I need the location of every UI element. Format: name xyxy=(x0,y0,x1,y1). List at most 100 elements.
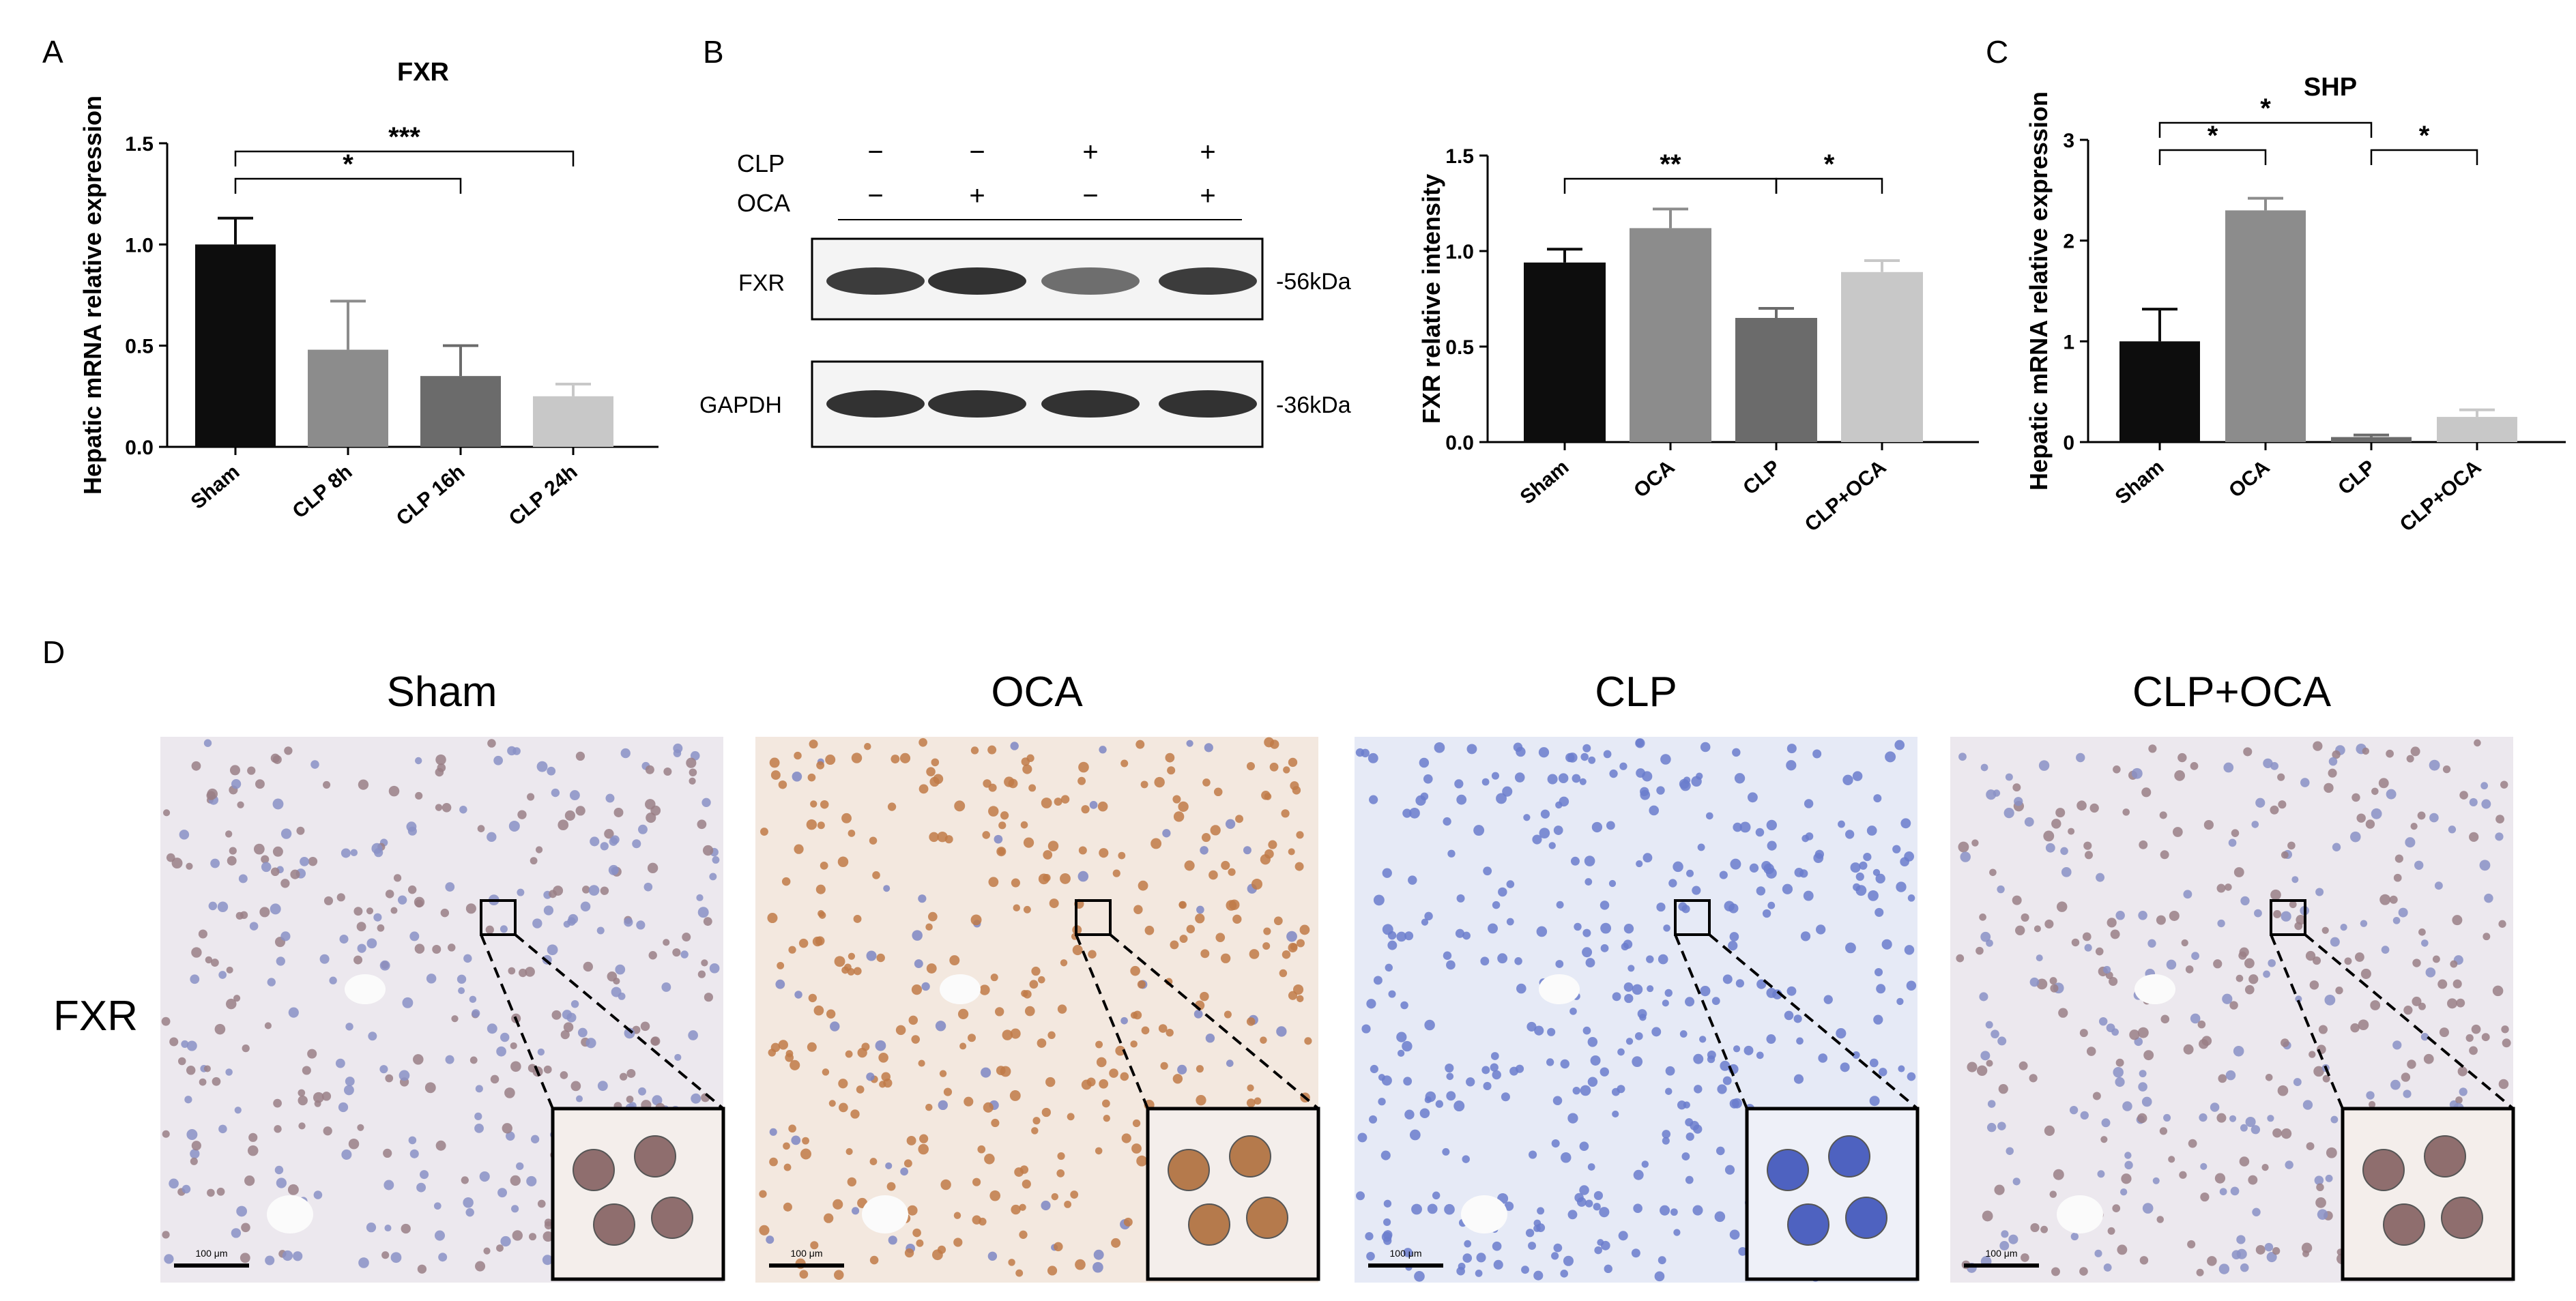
nucleus xyxy=(798,938,809,948)
nucleus xyxy=(1490,1052,1499,1060)
nucleus xyxy=(1874,968,1883,977)
nucleus xyxy=(339,935,349,944)
nucleus xyxy=(2251,1125,2261,1135)
nucleus xyxy=(1086,1077,1096,1087)
nucleus xyxy=(1060,795,1070,804)
nucleus xyxy=(1587,1077,1598,1087)
nucleus xyxy=(393,874,402,882)
nucleus xyxy=(487,739,496,748)
nucleus xyxy=(267,978,276,986)
nucleus xyxy=(253,843,265,855)
nucleus xyxy=(597,1081,608,1092)
nucleus xyxy=(1246,1017,1256,1026)
nucleus xyxy=(161,1017,171,1026)
nucleus xyxy=(1502,786,1513,797)
nucleus xyxy=(2233,867,2244,877)
nucleus xyxy=(2049,977,2057,985)
nucleus xyxy=(1288,991,1298,1000)
inset-nucleus xyxy=(1168,1149,1210,1191)
nucleus xyxy=(1766,819,1777,831)
nucleus xyxy=(777,961,785,969)
nucleus xyxy=(837,856,849,867)
nucleus xyxy=(1488,923,1498,934)
nucleus xyxy=(1730,858,1741,870)
inset-nucleus xyxy=(1828,1135,1870,1178)
nucleus xyxy=(2456,998,2465,1008)
nucleus xyxy=(261,862,272,873)
nucleus xyxy=(1414,1271,1425,1282)
nucleus xyxy=(216,1187,225,1196)
nucleus xyxy=(1380,1150,1391,1160)
nucleus xyxy=(1572,774,1581,783)
nucleus xyxy=(2405,837,2416,848)
nucleus xyxy=(1958,752,1967,761)
nucleus xyxy=(1548,842,1556,849)
nucleus xyxy=(1411,1203,1422,1215)
nucleus xyxy=(1008,778,1018,789)
nucleus xyxy=(1024,1006,1035,1017)
nucleus xyxy=(1552,1096,1563,1106)
nucleus xyxy=(1010,1028,1021,1039)
nucleus xyxy=(1660,1205,1670,1216)
nucleus xyxy=(1509,1066,1519,1076)
nucleus xyxy=(970,746,979,755)
ihc-panel-title: Sham xyxy=(387,669,497,716)
inset-nucleus xyxy=(2383,1203,2425,1246)
nucleus xyxy=(2231,829,2240,837)
nucleus xyxy=(766,1236,775,1244)
nucleus xyxy=(1382,868,1392,878)
nucleus xyxy=(926,767,936,776)
nucleus xyxy=(2255,798,2266,808)
nucleus xyxy=(1498,887,1507,897)
nucleus xyxy=(2139,1070,2147,1078)
nucleus xyxy=(2122,808,2130,816)
nucleus xyxy=(600,842,609,851)
nucleus xyxy=(1473,825,1485,836)
nucleus xyxy=(1173,811,1185,822)
nucleus xyxy=(487,1023,497,1034)
nucleus xyxy=(1960,851,1971,862)
nucleus xyxy=(2240,896,2250,906)
nucleus xyxy=(2498,920,2506,928)
nucleus xyxy=(1373,894,1385,906)
nucleus xyxy=(273,1098,282,1108)
x-tick-label: CLP xyxy=(1739,456,1784,499)
nucleus xyxy=(1121,1133,1131,1143)
nucleus xyxy=(1584,878,1593,886)
nucleus xyxy=(2213,959,2223,969)
nucleus xyxy=(1685,997,1695,1007)
nucleus xyxy=(1612,992,1621,1002)
nucleus xyxy=(2092,1092,2101,1100)
nucleus xyxy=(979,1217,987,1226)
nucleus xyxy=(1178,801,1189,813)
nucleus xyxy=(2502,1038,2511,1048)
bar xyxy=(1524,262,1606,442)
nucleus xyxy=(830,1021,840,1032)
panel-letter-c: C xyxy=(1986,34,2008,70)
x-tick-label: Sham xyxy=(1516,456,1574,509)
nucleus xyxy=(2330,937,2340,947)
nucleus xyxy=(1593,1203,1601,1211)
nucleus xyxy=(2156,1216,2164,1223)
nucleus xyxy=(1357,1132,1367,1143)
nucleus xyxy=(2012,895,2022,905)
nucleus xyxy=(343,1085,354,1096)
nucleus xyxy=(2305,950,2316,961)
nucleus xyxy=(341,1149,352,1160)
nucleus xyxy=(1435,1100,1443,1108)
nucleus xyxy=(2492,985,2504,997)
nucleus xyxy=(1619,762,1627,770)
significance-label: * xyxy=(2419,121,2430,151)
nucleus xyxy=(1967,1062,1978,1072)
nucleus xyxy=(1038,976,1045,984)
nucleus xyxy=(2103,1263,2112,1272)
nucleus xyxy=(2103,965,2111,974)
nucleus xyxy=(1445,1063,1454,1073)
nucleus xyxy=(2018,1061,2028,1070)
nucleus xyxy=(1561,1152,1572,1163)
nucleus xyxy=(604,829,614,839)
nucleus xyxy=(1729,1098,1739,1109)
nucleus xyxy=(1956,954,1965,963)
nucleus xyxy=(1184,860,1195,871)
nucleus xyxy=(1288,943,1298,953)
